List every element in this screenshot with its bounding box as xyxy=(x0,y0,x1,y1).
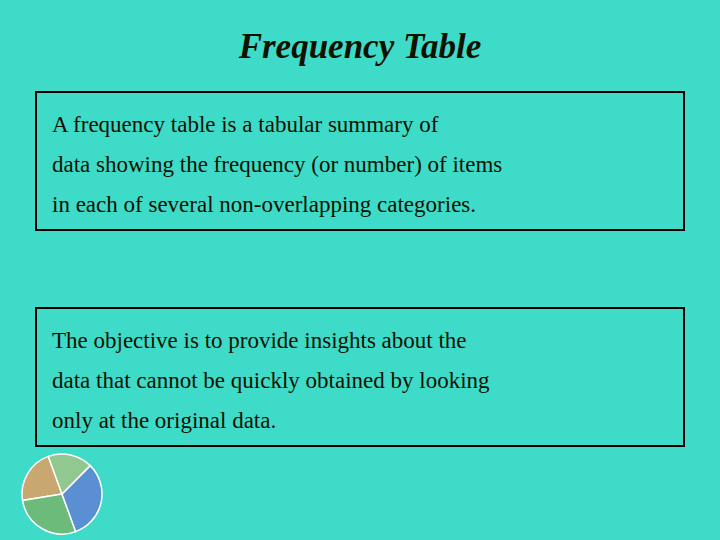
title: Frequency Table xyxy=(238,27,482,66)
text-box: The objective is to provide insights abo… xyxy=(36,308,684,446)
background xyxy=(0,0,720,540)
annotation-line: A frequency table is a tabular summary o… xyxy=(52,112,439,137)
text-box-frame xyxy=(36,308,684,446)
chart-container: Frequency Table A frequency table is a ta… xyxy=(0,0,720,540)
annotation-line: data that cannot be quickly obtained by … xyxy=(52,368,490,393)
annotation-line: data showing the frequency (or number) o… xyxy=(52,152,502,177)
text-box: A frequency table is a tabular summary o… xyxy=(36,92,684,230)
chart-svg: Frequency Table A frequency table is a ta… xyxy=(0,0,720,540)
pie xyxy=(22,454,102,534)
annotation-line: in each of several non-overlapping categ… xyxy=(52,192,476,217)
pie-slice xyxy=(48,454,90,494)
annotation-line: The objective is to provide insights abo… xyxy=(52,328,467,353)
text-box-frame xyxy=(36,92,684,230)
annotation-line: only at the original data. xyxy=(52,408,276,433)
